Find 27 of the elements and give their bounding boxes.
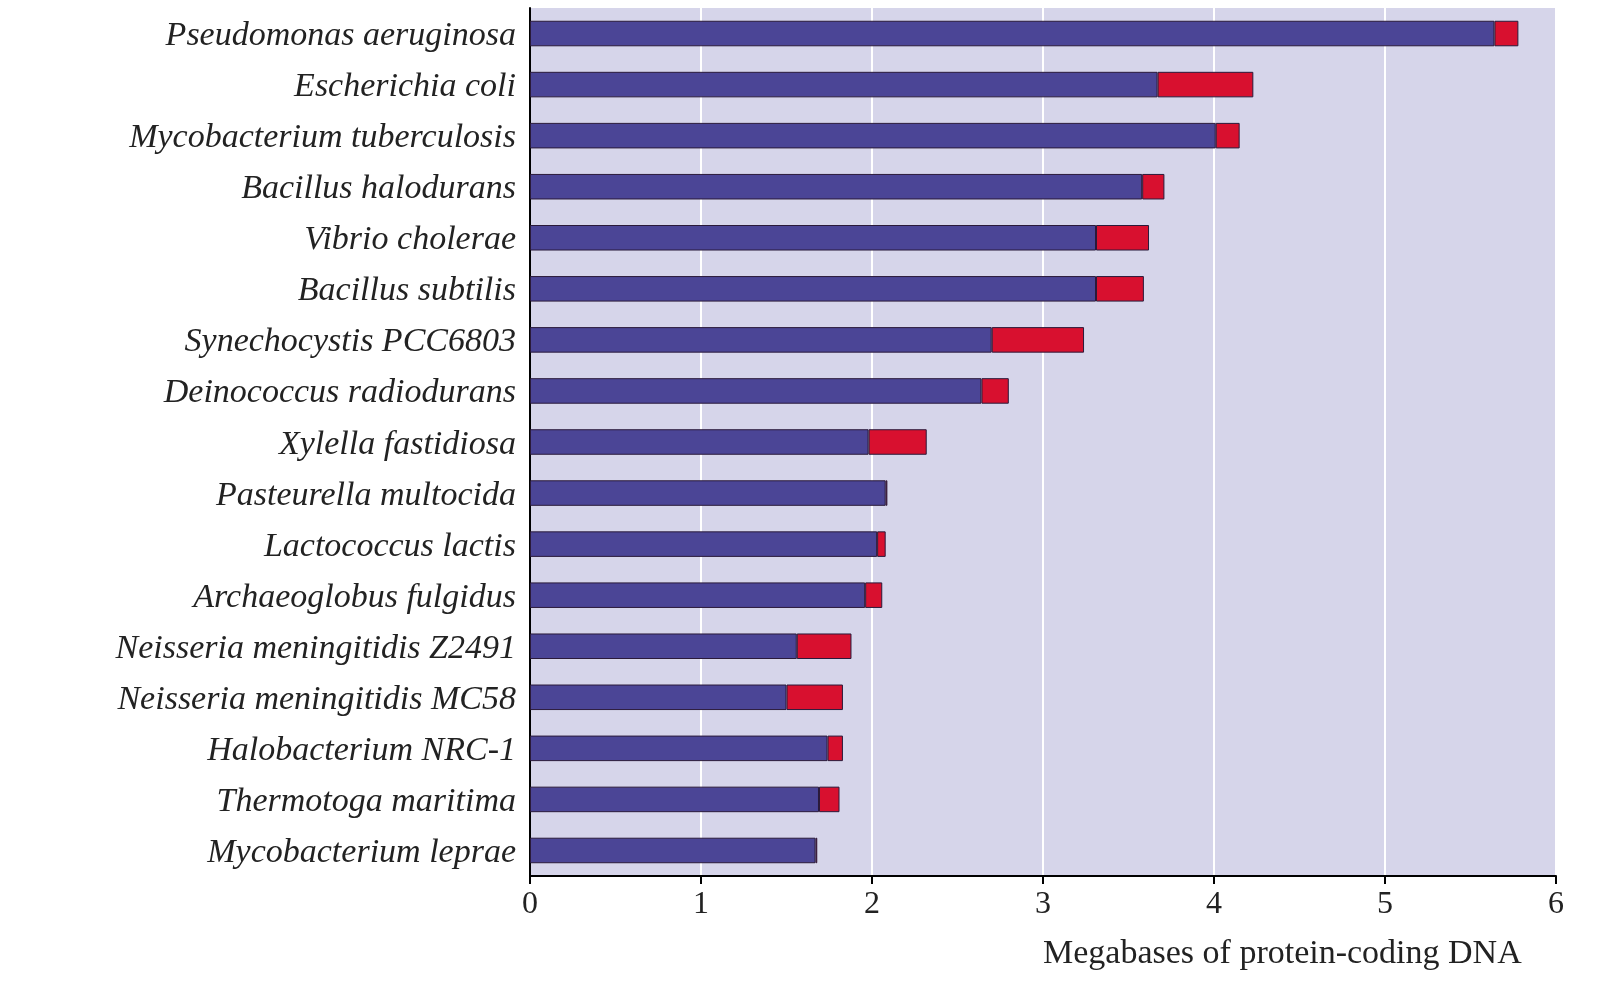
y-tick-label: Vibrio cholerae [304, 219, 516, 257]
y-tick-label: Halobacterium NRC-1 [206, 729, 516, 767]
x-tick-label: 4 [1206, 884, 1222, 920]
x-tick-label: 6 [1548, 884, 1564, 920]
y-tick-label: Thermotoga maritima [216, 780, 516, 818]
y-tick-label: Neisseria meningitidis Z2491 [114, 627, 516, 665]
bar [530, 480, 886, 506]
y-tick-label: Synechocystis PCC6803 [184, 321, 516, 359]
y-tick-label: Pasteurella multocida [215, 474, 516, 512]
bar [530, 837, 816, 864]
y-tick-label: Bacillus subtilis [297, 270, 516, 308]
x-tick-label: 0 [522, 884, 538, 920]
x-tick-label: 3 [1035, 884, 1051, 920]
x-axis-title: Megabases of protein-coding DNA [1043, 932, 1523, 970]
x-tick-label: 5 [1377, 884, 1393, 920]
x-tick-label: 2 [864, 884, 880, 920]
y-tick-label: Deinococcus radiodurans [162, 372, 516, 410]
y-tick-label: Lactococcus lactis [262, 525, 516, 563]
y-tick-label: Neisseria meningitidis MC58 [116, 678, 516, 716]
y-tick-label: Mycobacterium leprae [206, 831, 516, 869]
y-tick-label: Bacillus halodurans [241, 168, 516, 206]
y-tick-label: Escherichia coli [293, 66, 516, 104]
y-tick-label: Mycobacterium tuberculosis [128, 117, 516, 155]
y-tick-label: Xylella fastidiosa [276, 423, 516, 461]
y-tick-label: Pseudomonas aeruginosa [164, 15, 516, 53]
y-tick-label: Archaeoglobus fulgidus [191, 576, 516, 614]
x-tick-label: 1 [693, 884, 709, 920]
